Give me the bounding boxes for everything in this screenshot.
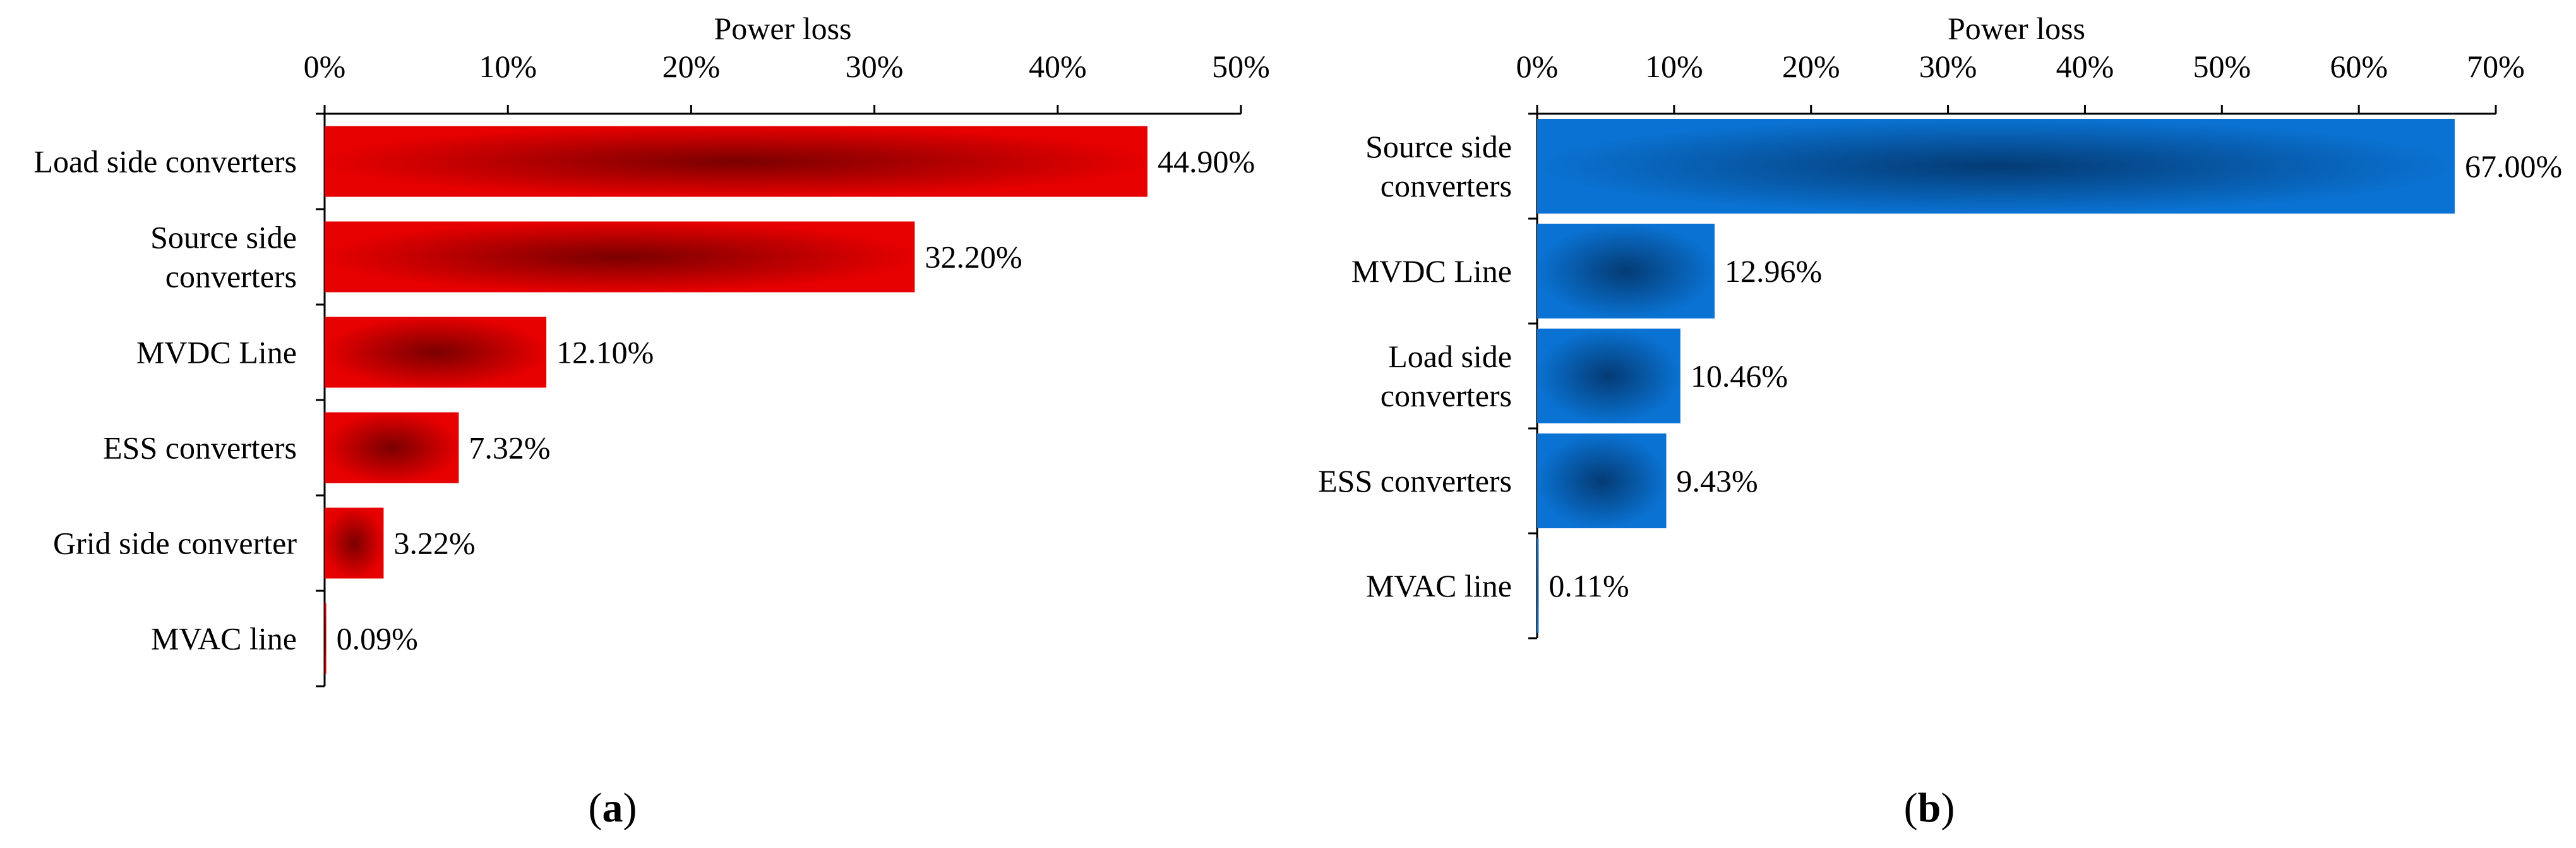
chart-b-bar <box>1537 119 2455 214</box>
chart-b-tick-label: 70% <box>2467 49 2525 84</box>
chart-a-category-label: Load side converters <box>33 144 297 179</box>
chart-a-data-label: 12.10% <box>556 335 654 370</box>
chart-b-category-label: MVAC line <box>1366 568 1512 603</box>
chart-a-tick-label: 50% <box>1212 49 1270 84</box>
chart-b-tick-label: 20% <box>1782 49 1840 84</box>
chart-b-tick-label: 50% <box>2193 49 2251 84</box>
chart-b-category-label: Load side converters <box>1381 339 1512 413</box>
chart-b-axis-title: Power loss <box>1948 11 2085 46</box>
chart-a-tick-label: 40% <box>1029 49 1087 84</box>
chart-a-tick-label: 20% <box>662 49 721 84</box>
chart-b-bar <box>1537 329 1680 423</box>
chart-a-data-label: 32.20% <box>925 239 1022 275</box>
chart-b-bar <box>1537 538 1539 633</box>
chart-a-power-loss: Power loss 0% 10% 20% 30% 40% 50% 44.90% Load si… <box>33 11 1270 687</box>
chart-b-bar <box>1537 224 1715 318</box>
chart-b-power-loss: Power loss 0% 10% 20% 30% 40% 50% 60% 70% 67.00% S… <box>1318 11 2562 639</box>
chart-a-tick-label: 30% <box>846 49 904 84</box>
chart-b-tick-label: 40% <box>2056 49 2114 84</box>
chart-b-tick-label: 10% <box>1645 49 1703 84</box>
chart-a-data-label: 44.90% <box>1158 144 1255 179</box>
chart-a-category-label: MVDC Line <box>136 335 297 370</box>
panel-b-label: (b) <box>1904 785 1955 831</box>
chart-b-bar <box>1537 433 1667 528</box>
chart-a-tick-label: 0% <box>304 49 346 84</box>
chart-a-category-label: ESS converters <box>103 430 297 466</box>
chart-a-bar <box>325 317 547 388</box>
chart-b-tick-label: 30% <box>1919 49 1977 84</box>
chart-a-data-label: 0.09% <box>337 621 418 657</box>
chart-b-data-label: 10.46% <box>1691 358 1788 394</box>
chart-a-bar <box>325 412 459 483</box>
chart-a-data-label: 3.22% <box>393 526 475 561</box>
chart-b-tick-label: 0% <box>1516 49 1559 84</box>
chart-a-bar <box>325 221 915 293</box>
chart-b-data-label: 67.00% <box>2465 148 2562 184</box>
chart-b-data-label: 12.96% <box>1725 253 1822 289</box>
chart-a-category-label: Grid side converter <box>53 526 297 561</box>
panel-a-label: (a) <box>589 785 637 831</box>
chart-b-data-label: 9.43% <box>1676 463 1758 499</box>
chart-b-category-label: ESS converters <box>1318 463 1512 499</box>
chart-b-tick-label: 60% <box>2330 49 2388 84</box>
chart-a-category-label: MVAC line <box>151 621 297 657</box>
chart-b-category-label: Source side converters <box>1365 129 1512 203</box>
chart-a-bar <box>325 126 1147 197</box>
chart-b-data-label: 0.11% <box>1549 568 1629 603</box>
chart-a-data-label: 7.32% <box>469 430 550 466</box>
chart-b-category-label: MVDC Line <box>1351 253 1512 289</box>
chart-a-bar <box>325 603 326 674</box>
chart-a-bar <box>325 507 384 579</box>
chart-a-axis-title: Power loss <box>714 11 851 46</box>
chart-a-tick-label: 10% <box>479 49 537 84</box>
chart-a-category-label: Source side converters <box>150 220 297 294</box>
